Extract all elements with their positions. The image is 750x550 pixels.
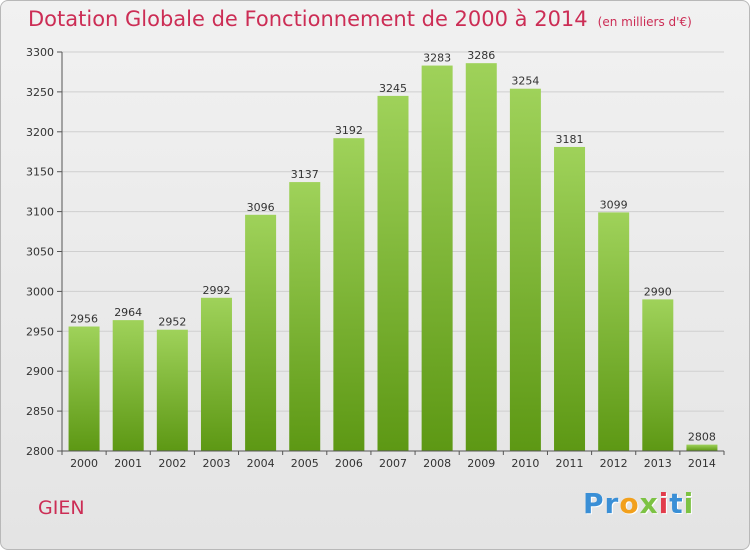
y-tick-label: 3200 xyxy=(26,126,54,139)
bar-value-label: 2956 xyxy=(70,313,98,326)
x-tick-label: 2000 xyxy=(70,457,98,470)
x-tick-label: 2002 xyxy=(158,457,186,470)
bar-2007 xyxy=(377,95,409,451)
logo-letter: r xyxy=(604,487,620,520)
bar-2005 xyxy=(289,182,321,451)
bar-value-label: 3096 xyxy=(247,201,275,214)
bar-2012 xyxy=(598,212,630,451)
y-tick-label: 2900 xyxy=(26,365,54,378)
bar-value-label: 3254 xyxy=(511,75,539,88)
x-tick-label: 2011 xyxy=(556,457,584,470)
bar-value-label: 2808 xyxy=(688,431,716,444)
city-name: GIEN xyxy=(38,497,85,519)
y-tick-label: 2850 xyxy=(26,405,54,418)
bar-value-label: 2964 xyxy=(114,306,142,319)
proxiti-logo: Proxiti xyxy=(583,487,694,520)
y-tick-label: 2950 xyxy=(26,325,54,338)
x-tick-label: 2001 xyxy=(114,457,142,470)
bar-2009 xyxy=(465,63,497,452)
logo-letter: t xyxy=(669,487,684,520)
bar-value-label: 2952 xyxy=(158,316,186,329)
bar-2001 xyxy=(112,320,144,451)
x-tick-label: 2007 xyxy=(379,457,407,470)
bar-2010 xyxy=(509,88,541,451)
x-tick-label: 2006 xyxy=(335,457,363,470)
bar-2006 xyxy=(333,138,365,451)
bar-value-label: 2992 xyxy=(202,284,230,297)
y-tick-label: 3000 xyxy=(26,285,54,298)
x-tick-label: 2012 xyxy=(600,457,628,470)
logo-letter: P xyxy=(583,487,605,520)
x-tick-label: 2009 xyxy=(467,457,495,470)
logo-letter: o xyxy=(619,487,640,520)
axes xyxy=(61,52,724,452)
y-tick-label: 3100 xyxy=(26,206,54,219)
bar-2002 xyxy=(156,329,188,451)
x-tick-label: 2014 xyxy=(688,457,716,470)
bar-value-label: 3286 xyxy=(467,49,495,62)
bar-2008 xyxy=(421,65,453,451)
y-tick-label: 3300 xyxy=(26,46,54,59)
logo-letter: i xyxy=(658,487,670,520)
y-tick-label: 3150 xyxy=(26,166,54,179)
bar-value-label: 3137 xyxy=(291,168,319,181)
x-tick-label: 2004 xyxy=(247,457,275,470)
bar-2014 xyxy=(686,444,718,451)
x-axis-ticks: 2000 2001 2002 2003 2004 2005 2006 2007 2008 2009… xyxy=(61,451,725,470)
y-tick-label: 3250 xyxy=(26,86,54,99)
x-tick-label: 2010 xyxy=(511,457,539,470)
y-axis-ticks: 2800 2850 2900 2950 3000 3050 3100 3150 3200 3250… xyxy=(26,46,62,458)
bar-2000 xyxy=(68,326,100,451)
bar-2003 xyxy=(200,297,232,451)
y-tick-label: 3050 xyxy=(26,246,54,259)
bars: 2956 2964 2952 2992 3096 3137 3192 3245 3283 3286… xyxy=(68,49,718,452)
bar-value-label: 3245 xyxy=(379,82,407,95)
bar-value-label: 3192 xyxy=(335,124,363,137)
bar-2011 xyxy=(554,146,586,451)
logo-letter: i xyxy=(683,487,695,520)
x-tick-label: 2008 xyxy=(423,457,451,470)
bar-2013 xyxy=(642,299,674,451)
logo-letter: x xyxy=(639,487,659,520)
x-tick-label: 2003 xyxy=(202,457,230,470)
y-tick-label: 2800 xyxy=(26,445,54,458)
bar-value-label: 2990 xyxy=(644,285,672,298)
bar-2004 xyxy=(245,214,277,451)
bar-value-label: 3283 xyxy=(423,52,451,65)
chart-title: Dotation Globale de Fonctionnement de 20… xyxy=(28,7,692,31)
chart-subtitle: (en milliers d'€) xyxy=(597,15,692,29)
chart-title-text: Dotation Globale de Fonctionnement de 20… xyxy=(28,7,588,31)
bar-value-label: 3181 xyxy=(556,133,584,146)
bar-value-label: 3099 xyxy=(600,198,628,211)
x-tick-label: 2005 xyxy=(291,457,319,470)
x-tick-label: 2013 xyxy=(644,457,672,470)
